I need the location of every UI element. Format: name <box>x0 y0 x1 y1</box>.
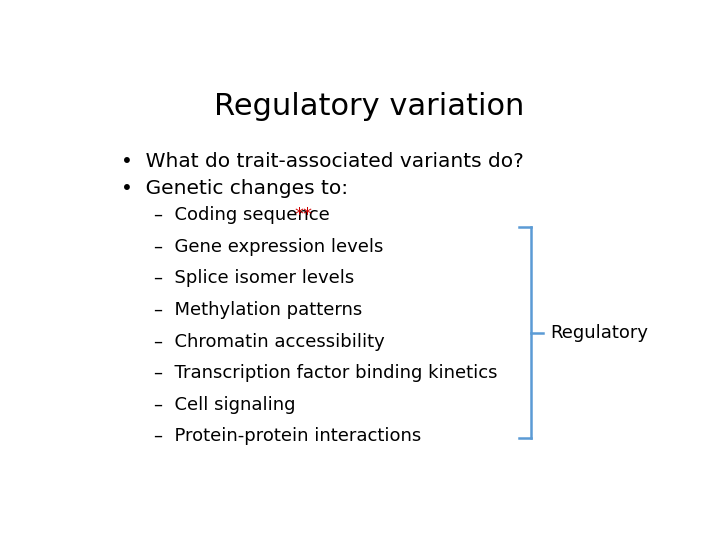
Text: –  Coding sequence: – Coding sequence <box>154 206 336 224</box>
Text: –  Coding sequence: – Coding sequence <box>154 206 336 224</box>
Text: Regulatory: Regulatory <box>550 323 648 342</box>
Text: Regulatory variation: Regulatory variation <box>214 92 524 121</box>
Text: –  Methylation patterns: – Methylation patterns <box>154 301 362 319</box>
Text: –  Protein-protein interactions: – Protein-protein interactions <box>154 427 421 446</box>
Text: –  Gene expression levels: – Gene expression levels <box>154 238 384 256</box>
Text: **: ** <box>294 206 312 224</box>
Text: •  Genetic changes to:: • Genetic changes to: <box>121 179 348 198</box>
Text: –  Chromatin accessibility: – Chromatin accessibility <box>154 333 385 350</box>
Text: •  What do trait-associated variants do?: • What do trait-associated variants do? <box>121 152 523 171</box>
Text: –  Cell signaling: – Cell signaling <box>154 396 296 414</box>
Text: –  Splice isomer levels: – Splice isomer levels <box>154 269 354 287</box>
Text: –  Transcription factor binding kinetics: – Transcription factor binding kinetics <box>154 364 498 382</box>
